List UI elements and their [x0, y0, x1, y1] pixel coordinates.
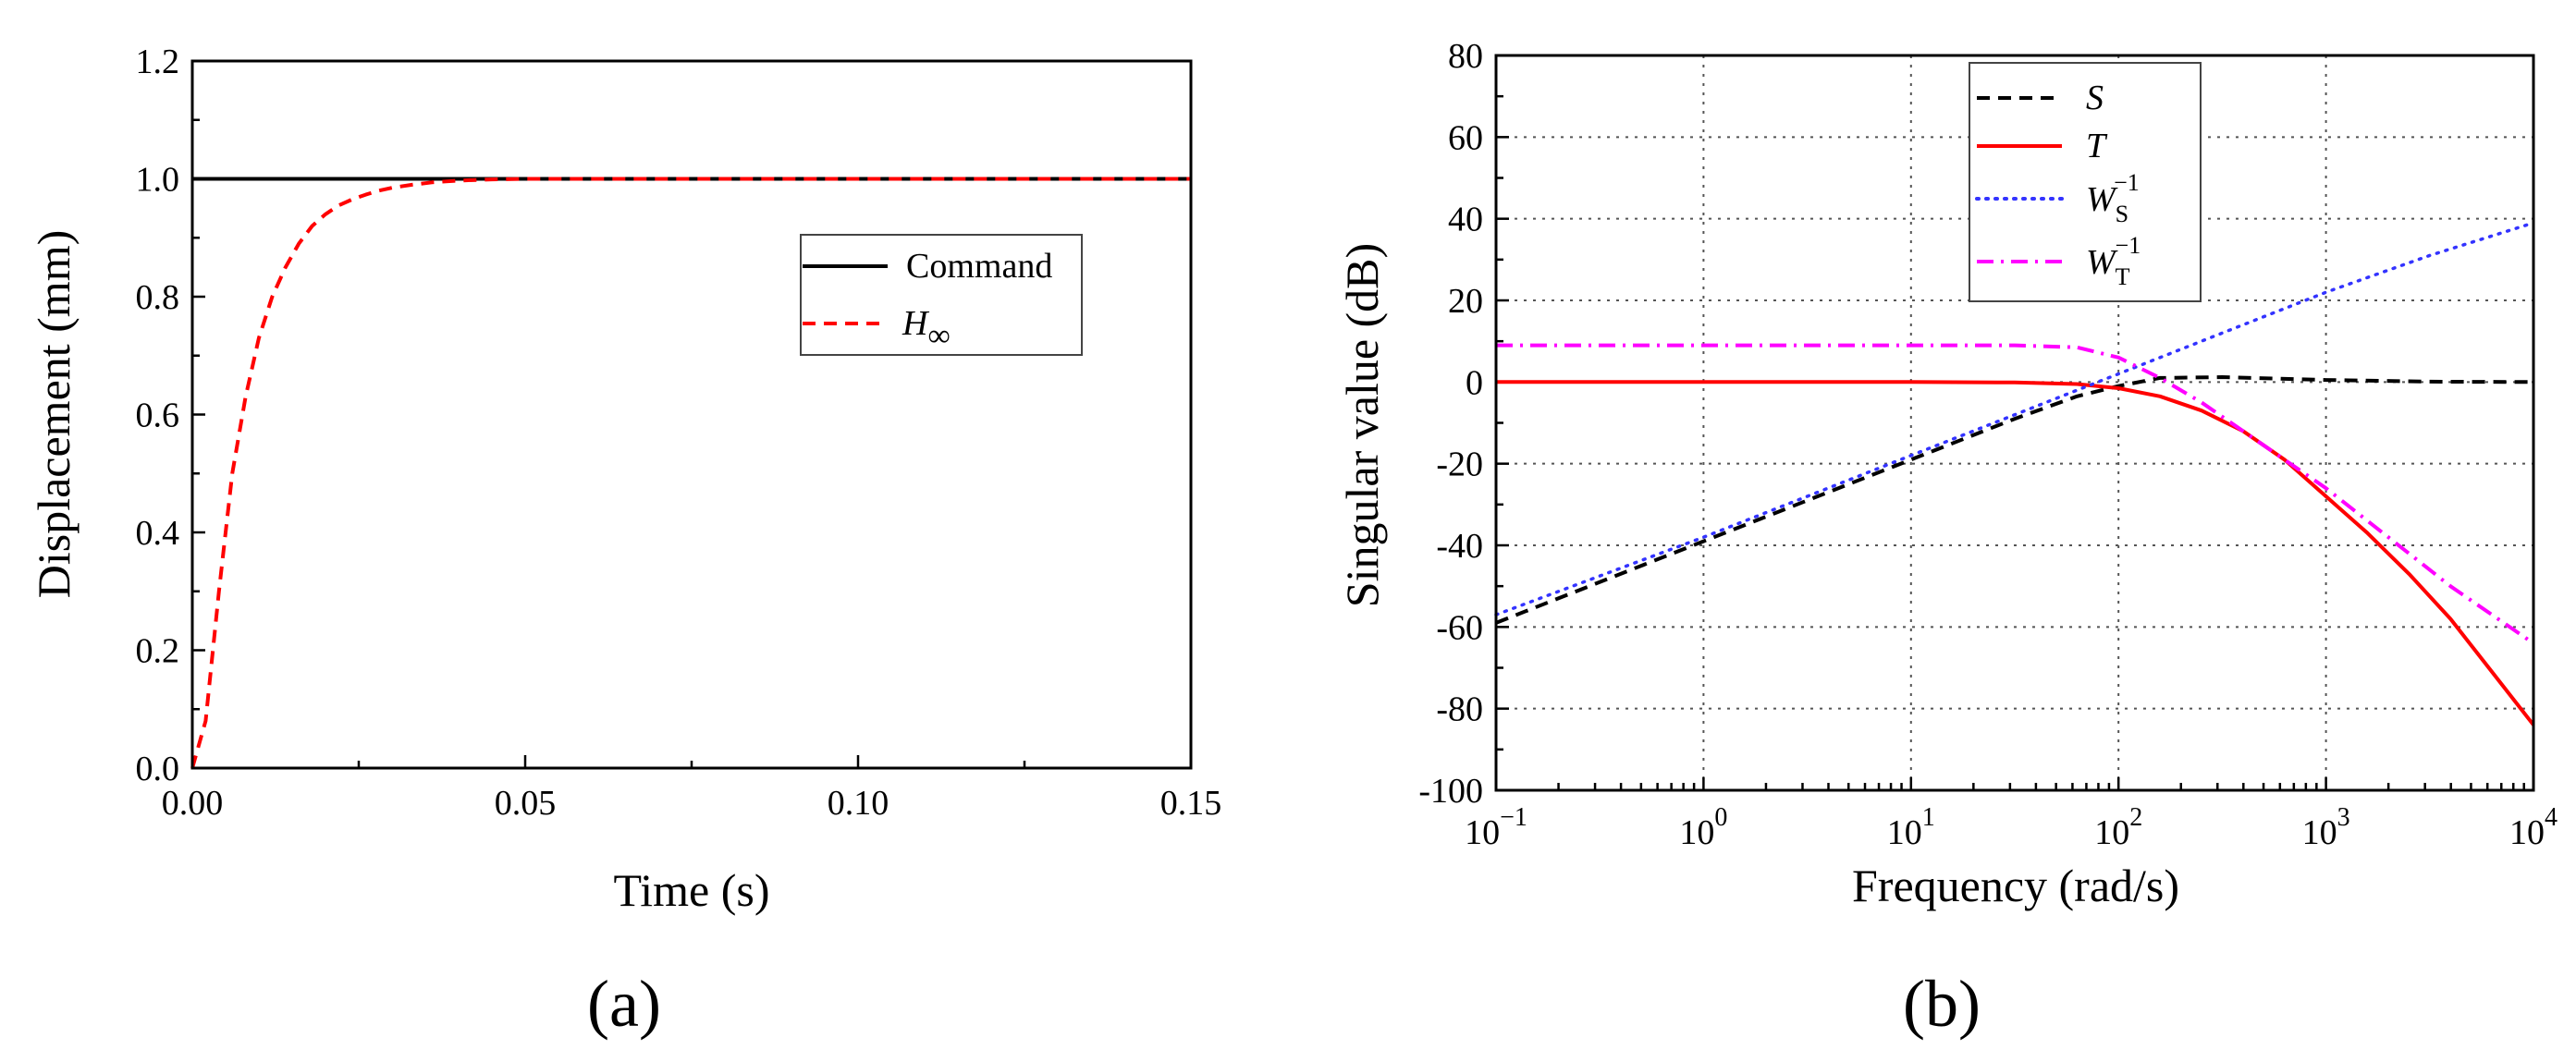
y-tick-label: 80 — [1448, 37, 1483, 76]
y-tick-label: 0.8 — [136, 278, 180, 317]
legend-label-s: S — [2086, 79, 2104, 117]
panel-a-label: (a) — [587, 967, 661, 1041]
legend-label-t: T — [2086, 127, 2108, 165]
panel-a-chart: 0.00 0.05 0.10 0.15 0.0 0.2 0.4 0.6 0.8 1.0 1.2 Ti… — [28, 43, 1221, 1041]
y-tick-label: 60 — [1448, 118, 1483, 157]
y-tick-label: -80 — [1436, 690, 1483, 729]
y-tick-label: 40 — [1448, 201, 1483, 239]
series-line-t — [1496, 380, 2535, 726]
x-tick-label: 0.15 — [1160, 784, 1222, 823]
panel-b-legend: S T WS−1 WT−1 — [1969, 62, 2202, 302]
y-tick-label: 1.0 — [136, 161, 180, 200]
x-tick-label: 102 — [2094, 803, 2142, 852]
legend-label-ws-inverse: WS−1 — [2086, 169, 2140, 227]
series-line-h- — [190, 177, 1191, 769]
series-line-ws-1 — [1494, 221, 2535, 616]
legend-label-wt-inverse: WT−1 — [2086, 232, 2141, 290]
x-tick-label: 0.10 — [828, 784, 889, 823]
x-tick-label: 104 — [2509, 803, 2558, 852]
x-tick-label: 103 — [2302, 803, 2350, 852]
x-tick-label: 10−1 — [1465, 803, 1527, 852]
panel-a-y-axis-label: Displacement (mm) — [28, 230, 80, 599]
legend-label-command: Command — [906, 247, 1052, 286]
series-line-wt-1 — [1496, 343, 2535, 645]
y-tick-label: 0.2 — [136, 632, 180, 671]
x-tick-label: 101 — [1887, 803, 1935, 852]
y-tick-label: -60 — [1436, 608, 1483, 647]
y-tick-label: -20 — [1436, 446, 1483, 484]
y-tick-label: 1.2 — [136, 43, 180, 81]
panel-b-x-axis-label: Frequency (rad/s) — [1852, 860, 2179, 911]
y-tick-label: 0.6 — [136, 397, 180, 435]
panel-a-plot-frame — [190, 59, 1193, 770]
panel-b-y-axis-label: Singular value (dB) — [1336, 243, 1388, 607]
panel-b-plot-frame — [1494, 54, 2535, 792]
x-tick-label: 0.00 — [162, 784, 224, 823]
series-line-s — [1495, 375, 2534, 625]
y-tick-label: 0.4 — [136, 514, 180, 553]
y-tick-label: 0 — [1466, 363, 1483, 402]
panel-a-legend: Command H∞ — [800, 234, 1083, 356]
y-tick-label: 20 — [1448, 282, 1483, 321]
x-tick-label: 0.05 — [495, 784, 557, 823]
y-tick-label: -40 — [1436, 527, 1483, 566]
panel-a-x-axis-label: Time (s) — [613, 864, 769, 916]
legend-label-h-infinity: H∞ — [902, 304, 951, 353]
panel-b-chart: 10−1 100 101 102 103 104 -100 -80 -60 -40 -20 0 20 40… — [1336, 37, 2558, 1041]
y-tick-label: -100 — [1418, 772, 1483, 811]
panel-b-label: (b) — [1903, 967, 1981, 1041]
y-tick-label: 0.0 — [136, 750, 180, 788]
x-tick-label: 100 — [1679, 803, 1727, 852]
